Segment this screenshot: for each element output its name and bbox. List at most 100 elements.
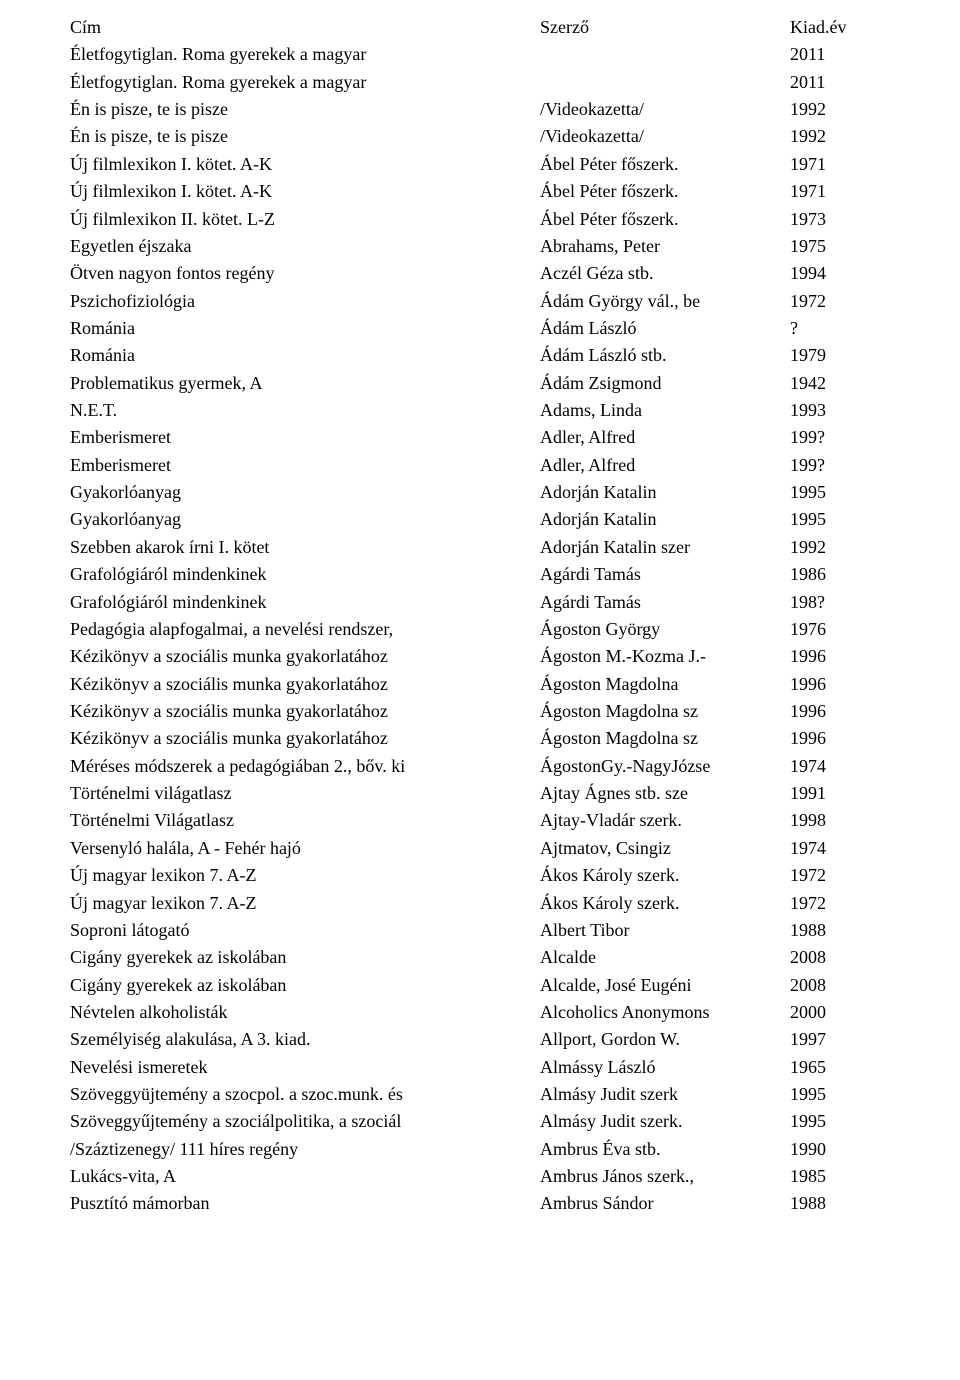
cell-title: Történelmi Világatlasz [70, 807, 540, 834]
cell-title: Én is pisze, te is pisze [70, 96, 540, 123]
cell-year: 1975 [790, 233, 890, 260]
table-row: Gyakorlóanyag Adorján Katalin 1995 [70, 506, 900, 533]
cell-year: 1972 [790, 862, 890, 889]
cell-year: 1965 [790, 1054, 890, 1081]
cell-year: 1996 [790, 725, 890, 752]
cell-year: 2011 [790, 69, 890, 96]
cell-year: 2011 [790, 41, 890, 68]
header-author: Szerző [540, 14, 790, 41]
cell-author: Ákos Károly szerk. [540, 862, 790, 889]
cell-title: Gyakorlóanyag [70, 506, 540, 533]
cell-title: Névtelen alkoholisták [70, 999, 540, 1026]
cell-title: Cigány gyerekek az iskolában [70, 972, 540, 999]
cell-author: /Videokazetta/ [540, 96, 790, 123]
cell-author: Aczél Géza stb. [540, 260, 790, 287]
cell-author: Ágoston György [540, 616, 790, 643]
cell-title: Kézikönyv a szociális munka gyakorlatáho… [70, 725, 540, 752]
cell-year: 1992 [790, 534, 890, 561]
table-row: Egyetlen éjszaka Abrahams, Peter 1975 [70, 233, 900, 260]
header-row: Cím Szerző Kiad.év [70, 14, 900, 41]
table-row: Történelmi Világatlasz Ajtay-Vladár szer… [70, 807, 900, 834]
cell-author: Ambrus János szerk., [540, 1163, 790, 1190]
cell-year: 1996 [790, 671, 890, 698]
cell-title: Pszichofiziológia [70, 288, 540, 315]
table-row: Méréses módszerek a pedagógiában 2., bőv… [70, 753, 900, 780]
table-row: Cigány gyerekek az iskolában Alcalde 200… [70, 944, 900, 971]
cell-author: Ákos Károly szerk. [540, 890, 790, 917]
cell-author: Ádám László stb. [540, 342, 790, 369]
cell-year: 1976 [790, 616, 890, 643]
cell-title: Kézikönyv a szociális munka gyakorlatáho… [70, 671, 540, 698]
cell-title: Személyiség alakulása, A 3. kiad. [70, 1026, 540, 1053]
cell-author: Almásy Judit szerk [540, 1081, 790, 1108]
table-body: Életfogytiglan. Roma gyerekek a magyar 2… [70, 41, 900, 1217]
cell-author: Abrahams, Peter [540, 233, 790, 260]
cell-title: Grafológiáról mindenkinek [70, 589, 540, 616]
cell-year: 1993 [790, 397, 890, 424]
cell-author: /Videokazetta/ [540, 123, 790, 150]
cell-title: Ötven nagyon fontos regény [70, 260, 540, 287]
cell-year: 1942 [790, 370, 890, 397]
table-row: Pusztító mámorban Ambrus Sándor 1988 [70, 1190, 900, 1217]
cell-year: 1979 [790, 342, 890, 369]
cell-author: Adler, Alfred [540, 424, 790, 451]
cell-year: 1972 [790, 890, 890, 917]
table-row: Gyakorlóanyag Adorján Katalin 1995 [70, 479, 900, 506]
table-row: Személyiség alakulása, A 3. kiad. Allpor… [70, 1026, 900, 1053]
cell-title: N.E.T. [70, 397, 540, 424]
cell-title: Románia [70, 315, 540, 342]
cell-title: Emberismeret [70, 452, 540, 479]
cell-year: 1996 [790, 698, 890, 725]
cell-year: 1995 [790, 506, 890, 533]
cell-title: Egyetlen éjszaka [70, 233, 540, 260]
table-row: Új filmlexikon II. kötet. L-Z Ábel Péter… [70, 206, 900, 233]
cell-title: Versenyló halála, A - Fehér hajó [70, 835, 540, 862]
cell-title: Kézikönyv a szociális munka gyakorlatáho… [70, 643, 540, 670]
cell-title: Gyakorlóanyag [70, 479, 540, 506]
cell-author: Ábel Péter főszerk. [540, 151, 790, 178]
table-row: Névtelen alkoholisták Alcoholics Anonymo… [70, 999, 900, 1026]
cell-year: 1991 [790, 780, 890, 807]
cell-title: Méréses módszerek a pedagógiában 2., bőv… [70, 753, 540, 780]
cell-author: Ágoston Magdolna [540, 671, 790, 698]
cell-year: 1988 [790, 917, 890, 944]
cell-year: 1996 [790, 643, 890, 670]
cell-year: 1990 [790, 1136, 890, 1163]
cell-title: Románia [70, 342, 540, 369]
cell-year: 1995 [790, 1108, 890, 1135]
table-row: Új magyar lexikon 7. A-Z Ákos Károly sze… [70, 862, 900, 889]
cell-year: 2008 [790, 972, 890, 999]
cell-title: /Száztizenegy/ 111 híres regény [70, 1136, 540, 1163]
cell-title: Új magyar lexikon 7. A-Z [70, 862, 540, 889]
cell-title: Kézikönyv a szociális munka gyakorlatáho… [70, 698, 540, 725]
cell-title: Új filmlexikon I. kötet. A-K [70, 151, 540, 178]
cell-author: Ágoston Magdolna sz [540, 698, 790, 725]
cell-year: 1973 [790, 206, 890, 233]
table-row: Szöveggyüjtemény a szocpol. a szoc.munk.… [70, 1081, 900, 1108]
table-row: N.E.T. Adams, Linda 1993 [70, 397, 900, 424]
table-row: Lukács-vita, A Ambrus János szerk., 1985 [70, 1163, 900, 1190]
table-row: /Száztizenegy/ 111 híres regény Ambrus É… [70, 1136, 900, 1163]
cell-year: 1994 [790, 260, 890, 287]
cell-author: Ádám László [540, 315, 790, 342]
table-row: Életfogytiglan. Roma gyerekek a magyar 2… [70, 69, 900, 96]
cell-title: Cigány gyerekek az iskolában [70, 944, 540, 971]
cell-title: Pedagógia alapfogalmai, a nevelési rends… [70, 616, 540, 643]
table-row: Versenyló halála, A - Fehér hajó Ajtmato… [70, 835, 900, 862]
cell-author: Adams, Linda [540, 397, 790, 424]
header-year: Kiad.év [790, 14, 890, 41]
cell-year: 198? [790, 589, 890, 616]
table-row: Én is pisze, te is pisze /Videokazetta/ … [70, 96, 900, 123]
table-row: Életfogytiglan. Roma gyerekek a magyar 2… [70, 41, 900, 68]
cell-title: Szebben akarok írni I. kötet [70, 534, 540, 561]
cell-year: 2000 [790, 999, 890, 1026]
cell-author: Albert Tibor [540, 917, 790, 944]
cell-author: Ágoston Magdolna sz [540, 725, 790, 752]
table-row: Emberismeret Adler, Alfred 199? [70, 424, 900, 451]
cell-year: 1995 [790, 1081, 890, 1108]
table-row: Grafológiáról mindenkinek Agárdi Tamás 1… [70, 561, 900, 588]
cell-author: Ambrus Éva stb. [540, 1136, 790, 1163]
cell-title: Grafológiáról mindenkinek [70, 561, 540, 588]
cell-author: Ambrus Sándor [540, 1190, 790, 1217]
cell-year: 1974 [790, 753, 890, 780]
